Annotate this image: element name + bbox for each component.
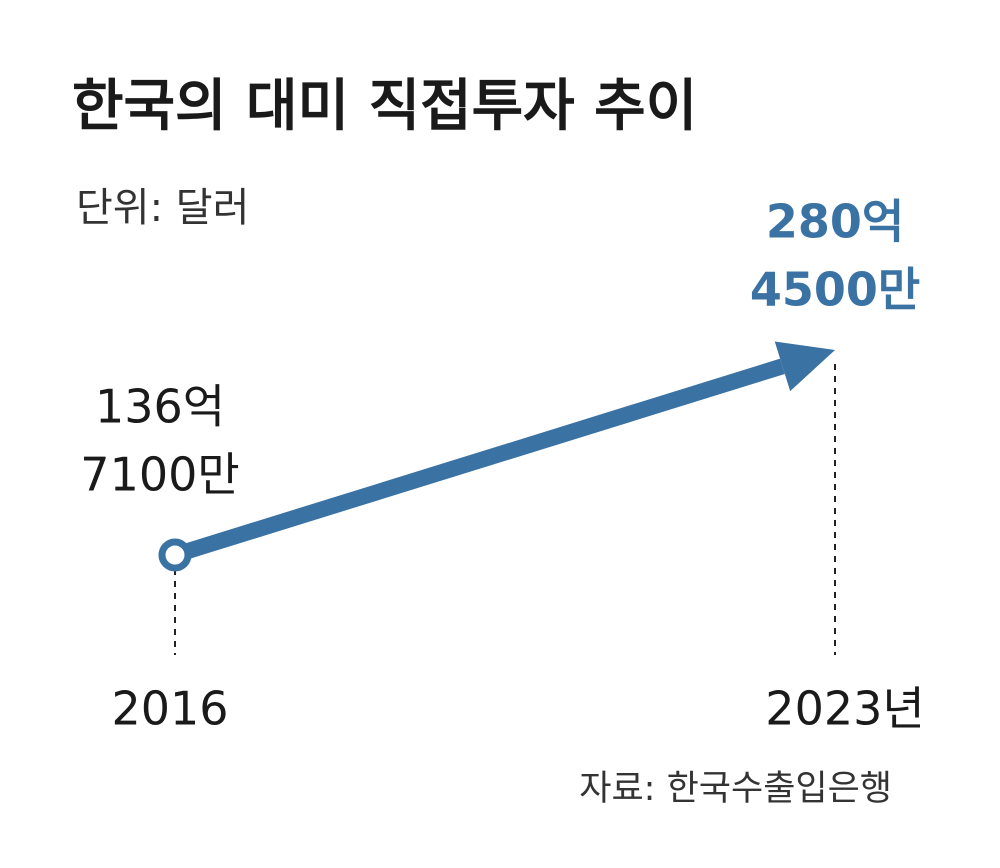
chart-subtitle: 단위: 달러 — [76, 185, 249, 231]
source: 자료: 한국수출입은행 — [579, 769, 892, 809]
data-label: 7100만 — [80, 448, 239, 502]
x-tick-label: 2023년 — [765, 682, 924, 736]
arrow-head — [774, 341, 835, 392]
marker — [158, 538, 192, 572]
data-label: 4500만 — [750, 263, 920, 317]
line — [172, 358, 785, 563]
x-tick-label: 2016 — [111, 682, 228, 736]
chart-title: 한국의 대미 직접투자 추이 — [72, 74, 697, 139]
data-label: 136억 — [95, 380, 225, 434]
data-label: 280억 — [766, 195, 904, 249]
